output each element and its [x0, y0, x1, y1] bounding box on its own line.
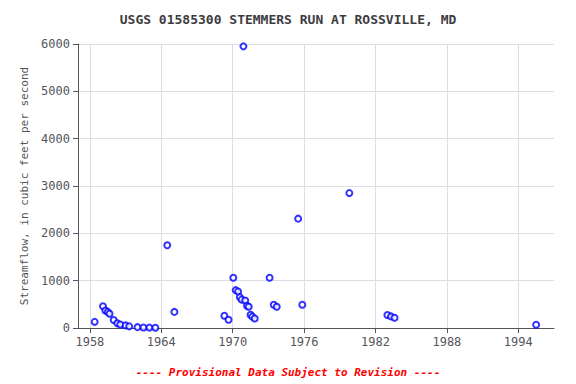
svg-text:---- Provisional Data Subject: ---- Provisional Data Subject to Revisio… — [136, 366, 441, 379]
svg-text:1994: 1994 — [504, 335, 533, 349]
svg-text:1964: 1964 — [147, 335, 176, 349]
svg-text:3000: 3000 — [41, 179, 70, 193]
svg-text:1000: 1000 — [41, 274, 70, 288]
svg-text:1988: 1988 — [432, 335, 461, 349]
svg-text:1982: 1982 — [361, 335, 390, 349]
svg-text:1976: 1976 — [290, 335, 319, 349]
svg-text:2000: 2000 — [41, 226, 70, 240]
svg-text:4000: 4000 — [41, 132, 70, 146]
svg-text:USGS 01585300 STEMMERS RUN AT: USGS 01585300 STEMMERS RUN AT ROSSVILLE,… — [120, 12, 457, 27]
svg-text:1970: 1970 — [218, 335, 247, 349]
svg-text:0: 0 — [63, 321, 70, 335]
svg-text:1958: 1958 — [75, 335, 104, 349]
svg-text:6000: 6000 — [41, 37, 70, 51]
svg-text:5000: 5000 — [41, 84, 70, 98]
svg-text:Streamflow, in cubic feet per: Streamflow, in cubic feet per second — [18, 67, 31, 305]
